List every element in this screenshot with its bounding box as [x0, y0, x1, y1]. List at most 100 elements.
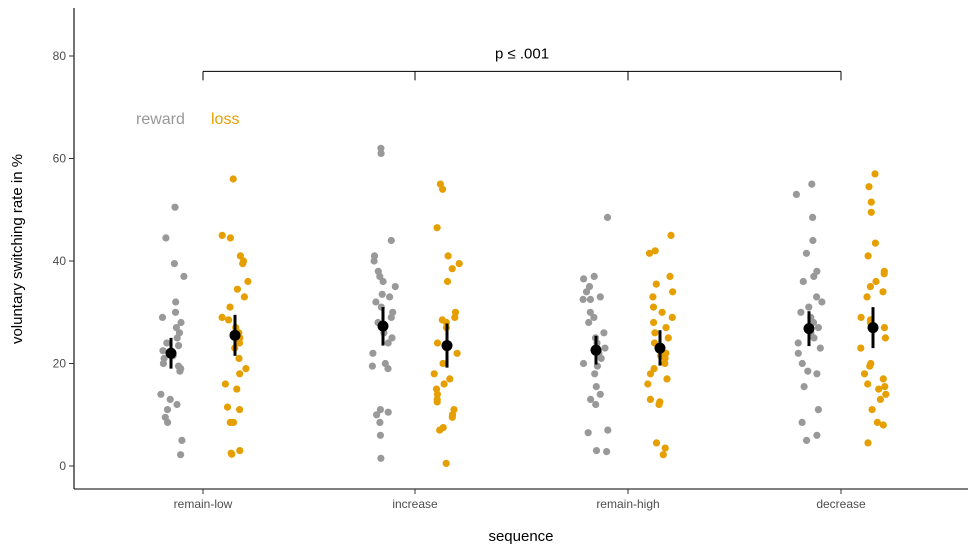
- loss-point: [651, 329, 659, 337]
- reward-point: [376, 272, 384, 280]
- y-tick-label: 60: [53, 152, 67, 166]
- reward-point: [590, 272, 598, 280]
- reward-point: [798, 359, 806, 368]
- loss-point: [663, 375, 671, 383]
- reward-point: [172, 324, 180, 332]
- reward-point: [809, 213, 817, 221]
- reward-point: [376, 406, 384, 414]
- reward-point: [601, 344, 609, 352]
- reward-point: [579, 359, 588, 368]
- loss-point: [448, 413, 456, 421]
- reward-point: [603, 448, 611, 456]
- reward-point: [172, 298, 180, 306]
- loss-point: [866, 283, 875, 291]
- loss-point: [661, 444, 669, 452]
- reward-point: [792, 190, 801, 198]
- reward-point: [794, 349, 802, 357]
- loss-point: [218, 313, 226, 321]
- loss-point: [655, 400, 663, 409]
- loss-point: [863, 293, 871, 301]
- loss-point: [668, 313, 676, 321]
- loss-point: [666, 272, 674, 280]
- loss-point: [864, 252, 872, 260]
- reward-point: [368, 362, 376, 370]
- reward-point: [376, 431, 384, 439]
- reward-point: [799, 277, 807, 286]
- reward-point: [384, 339, 392, 347]
- loss-point: [867, 198, 875, 206]
- loss-point: [880, 270, 888, 278]
- reward-point: [171, 203, 179, 211]
- loss-point: [658, 308, 666, 316]
- reward-point: [170, 260, 178, 268]
- reward-point: [590, 313, 598, 321]
- loss-point: [866, 362, 874, 370]
- reward-point: [177, 318, 185, 327]
- loss-mean-point: [441, 340, 453, 352]
- loss-point: [444, 252, 452, 260]
- loss-point: [669, 288, 677, 296]
- reward-point: [582, 288, 591, 296]
- x-tick-label-decrease: decrease: [816, 497, 866, 511]
- reward-point: [580, 275, 588, 283]
- loss-point: [646, 395, 655, 403]
- loss-point: [864, 380, 872, 388]
- reward-point: [369, 349, 377, 357]
- loss-point: [644, 380, 652, 388]
- reward-point: [388, 334, 396, 342]
- reward-point: [798, 418, 806, 426]
- reward-mean-point: [377, 320, 389, 332]
- loss-point: [651, 247, 659, 255]
- reward-point: [377, 149, 385, 157]
- loss-point: [868, 406, 876, 414]
- reward-mean-point: [590, 344, 602, 356]
- loss-point: [433, 398, 441, 406]
- axes: [73, 8, 968, 490]
- reward-point: [173, 400, 181, 409]
- x-tick-label-remain-low: remain-low: [174, 497, 233, 511]
- reward-point: [804, 367, 812, 375]
- loss-point: [218, 231, 226, 239]
- loss-point: [229, 175, 237, 183]
- loss-point: [649, 293, 657, 301]
- reward-point: [585, 318, 593, 327]
- loss-point: [236, 406, 244, 414]
- legend-entry-loss: loss: [211, 111, 239, 128]
- loss-point: [448, 265, 456, 273]
- reward-point: [814, 324, 823, 332]
- loss-point: [881, 383, 889, 391]
- loss-point: [240, 293, 248, 301]
- reward-mean-point: [165, 347, 177, 359]
- reward-point: [596, 390, 604, 398]
- reward-point: [813, 431, 821, 439]
- reward-point: [597, 354, 605, 362]
- reward-point: [587, 395, 595, 403]
- y-tick-label: 0: [59, 459, 66, 473]
- loss-point: [226, 418, 234, 426]
- reward-point: [377, 144, 385, 152]
- loss-point: [433, 224, 441, 232]
- reward-point: [379, 277, 387, 286]
- reward-point: [157, 390, 165, 398]
- loss-point: [221, 380, 229, 388]
- reward-point: [373, 411, 381, 419]
- reward-point: [159, 347, 167, 355]
- loss-point: [864, 439, 872, 447]
- loss-point: [233, 385, 241, 393]
- loss-point: [659, 451, 667, 459]
- loss-point: [233, 285, 241, 293]
- loss-point: [440, 380, 448, 388]
- significance-label: p ≤ .001: [495, 45, 549, 62]
- legend: reward loss: [136, 111, 239, 128]
- reward-point: [370, 257, 378, 265]
- loss-mean-point: [867, 322, 879, 334]
- reward-point: [159, 359, 167, 368]
- legend-entry-reward: reward: [136, 111, 185, 128]
- x-axis-title: sequence: [488, 528, 553, 545]
- reward-point: [814, 406, 823, 414]
- reward-point: [579, 295, 587, 303]
- loss-point: [879, 375, 887, 383]
- loss-point: [442, 459, 450, 467]
- reward-point: [818, 298, 826, 306]
